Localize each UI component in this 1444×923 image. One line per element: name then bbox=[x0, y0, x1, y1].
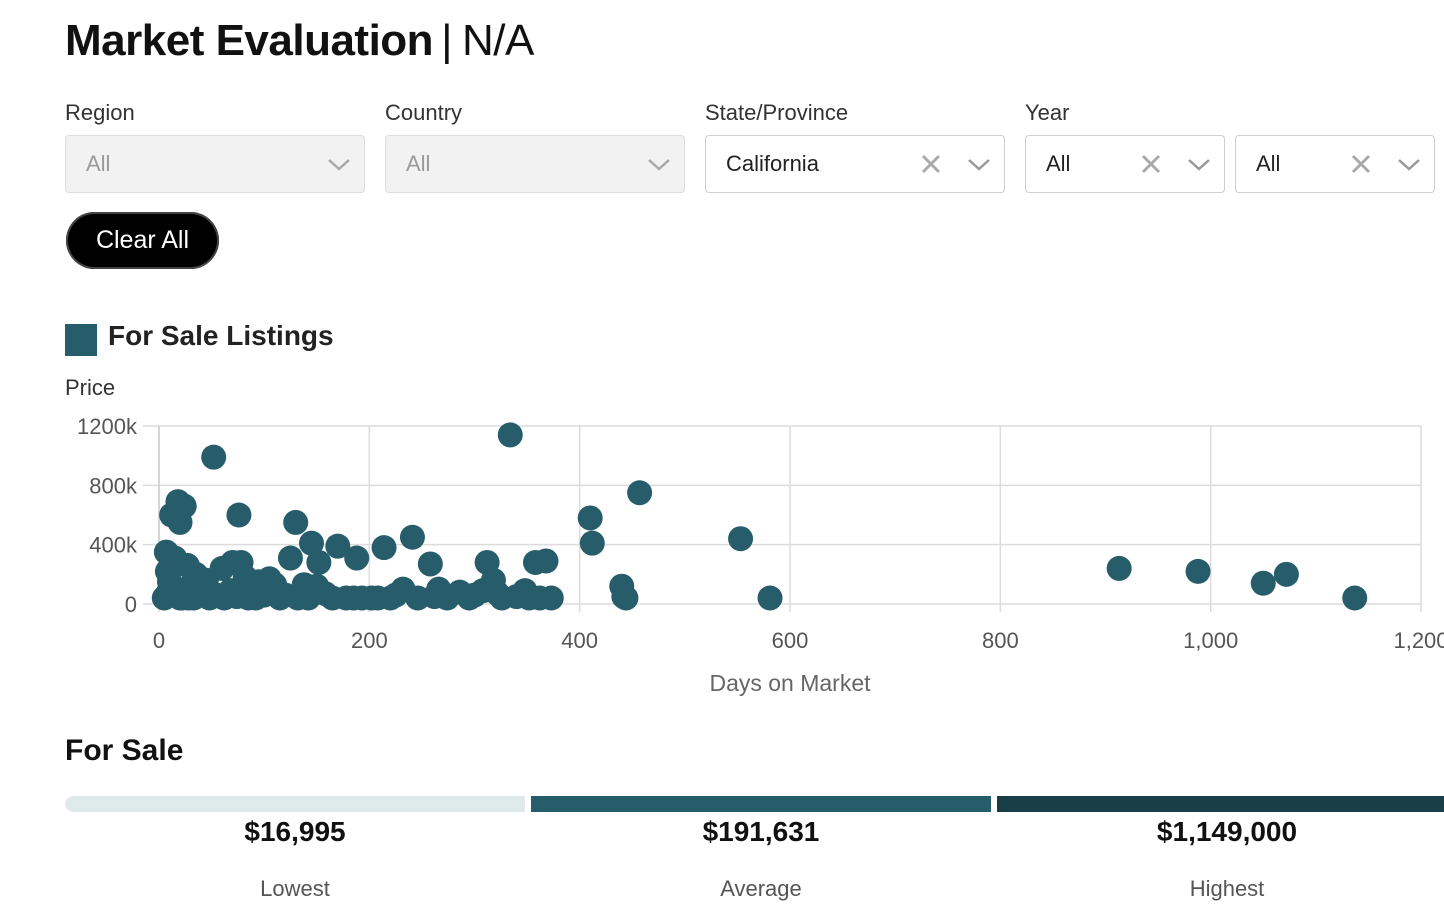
data-point bbox=[577, 505, 603, 531]
data-point bbox=[627, 480, 653, 506]
x-tick-label: 0 bbox=[153, 628, 165, 653]
lowest-bar bbox=[65, 796, 525, 812]
x-tick-label: 200 bbox=[351, 628, 388, 653]
data-point bbox=[1185, 558, 1211, 584]
data-point bbox=[533, 548, 559, 574]
x-tick-label: 800 bbox=[982, 628, 1019, 653]
state-label: State/Province bbox=[705, 100, 849, 125]
for-sale-title: For Sale bbox=[65, 734, 184, 767]
chevron-down-icon[interactable] bbox=[1396, 153, 1422, 175]
highest-value: $1,149,000 bbox=[1156, 816, 1298, 847]
data-point bbox=[371, 535, 397, 561]
data-point bbox=[226, 502, 252, 528]
legend-swatch bbox=[65, 324, 97, 356]
title-separator: | bbox=[441, 16, 452, 65]
chevron-down-icon[interactable] bbox=[1186, 153, 1212, 175]
data-point bbox=[579, 530, 605, 556]
x-tick-label: 400 bbox=[561, 628, 598, 653]
lowest-value: $16,995 bbox=[244, 816, 346, 847]
data-point bbox=[399, 524, 425, 550]
data-point bbox=[277, 545, 303, 571]
y-tick-label: 0 bbox=[125, 592, 137, 617]
year-from-select[interactable]: All bbox=[1025, 135, 1225, 193]
data-point bbox=[1250, 570, 1276, 596]
data-point bbox=[344, 545, 370, 571]
average-bar bbox=[531, 796, 991, 812]
year-label: Year bbox=[1025, 100, 1070, 125]
data-point bbox=[249, 576, 275, 602]
data-point bbox=[728, 526, 754, 552]
highest-label: Highest bbox=[1189, 876, 1265, 901]
country-select-value: All bbox=[406, 151, 431, 176]
region-select-value: All bbox=[86, 151, 111, 176]
x-tick-label: 600 bbox=[772, 628, 809, 653]
y-tick-label: 800k bbox=[89, 473, 138, 498]
data-point bbox=[283, 509, 309, 535]
highest-bar bbox=[997, 796, 1444, 812]
data-point bbox=[422, 584, 448, 610]
data-point bbox=[341, 585, 367, 611]
data-point bbox=[462, 582, 487, 608]
data-point bbox=[1106, 555, 1132, 581]
chevron-down-icon bbox=[648, 159, 670, 171]
data-point bbox=[1342, 585, 1368, 611]
clear-icon[interactable] bbox=[1350, 153, 1372, 175]
data-point bbox=[312, 581, 338, 607]
data-point bbox=[1273, 561, 1299, 587]
average-label: Average bbox=[720, 876, 802, 901]
average-value: $191,631 bbox=[702, 816, 820, 847]
data-point bbox=[613, 585, 639, 611]
x-tick-label: 1,000 bbox=[1183, 628, 1238, 653]
page-title: Market Evaluation | N/A bbox=[65, 16, 534, 66]
y-tick-label: 400k bbox=[89, 533, 138, 558]
year-to-select[interactable]: All bbox=[1235, 135, 1435, 193]
year-to-value: All bbox=[1256, 151, 1281, 176]
data-point bbox=[485, 581, 511, 607]
page-subtitle: N/A bbox=[462, 16, 534, 65]
page-title-text: Market Evaluation bbox=[65, 16, 434, 65]
data-point bbox=[417, 551, 443, 577]
year-from-value: All bbox=[1046, 151, 1071, 176]
clear-icon[interactable] bbox=[920, 153, 942, 175]
x-tick-label: 1,200 bbox=[1393, 628, 1444, 653]
data-point bbox=[298, 530, 324, 556]
data-point bbox=[538, 585, 564, 611]
chevron-down-icon bbox=[328, 159, 350, 171]
data-point bbox=[167, 509, 193, 535]
data-point bbox=[383, 582, 409, 608]
state-select-value: California bbox=[726, 151, 819, 176]
data-point bbox=[201, 444, 227, 470]
region-label: Region bbox=[65, 100, 135, 125]
x-axis-title: Days on Market bbox=[709, 670, 871, 696]
country-label: Country bbox=[385, 100, 463, 125]
region-select[interactable]: All bbox=[65, 135, 365, 193]
clear-icon[interactable] bbox=[1140, 153, 1162, 175]
y-axis-title: Price bbox=[65, 375, 116, 400]
lowest-label: Lowest bbox=[260, 876, 330, 901]
data-point bbox=[325, 533, 351, 559]
data-point bbox=[504, 584, 530, 610]
data-point bbox=[306, 549, 332, 575]
scatter-chart: 0 200 400 600 800 1,000 1,200 0 400k 800k 1200k Day… bbox=[77, 414, 1444, 696]
chevron-down-icon[interactable] bbox=[966, 153, 992, 175]
state-select[interactable]: California bbox=[705, 135, 1005, 193]
country-select[interactable]: All bbox=[385, 135, 685, 193]
clear-all-button[interactable]: Clear All bbox=[66, 212, 219, 269]
y-tick-label: 1200k bbox=[77, 414, 138, 439]
legend-label[interactable]: For Sale Listings bbox=[108, 320, 334, 351]
data-point bbox=[757, 585, 783, 611]
data-point bbox=[497, 422, 523, 448]
